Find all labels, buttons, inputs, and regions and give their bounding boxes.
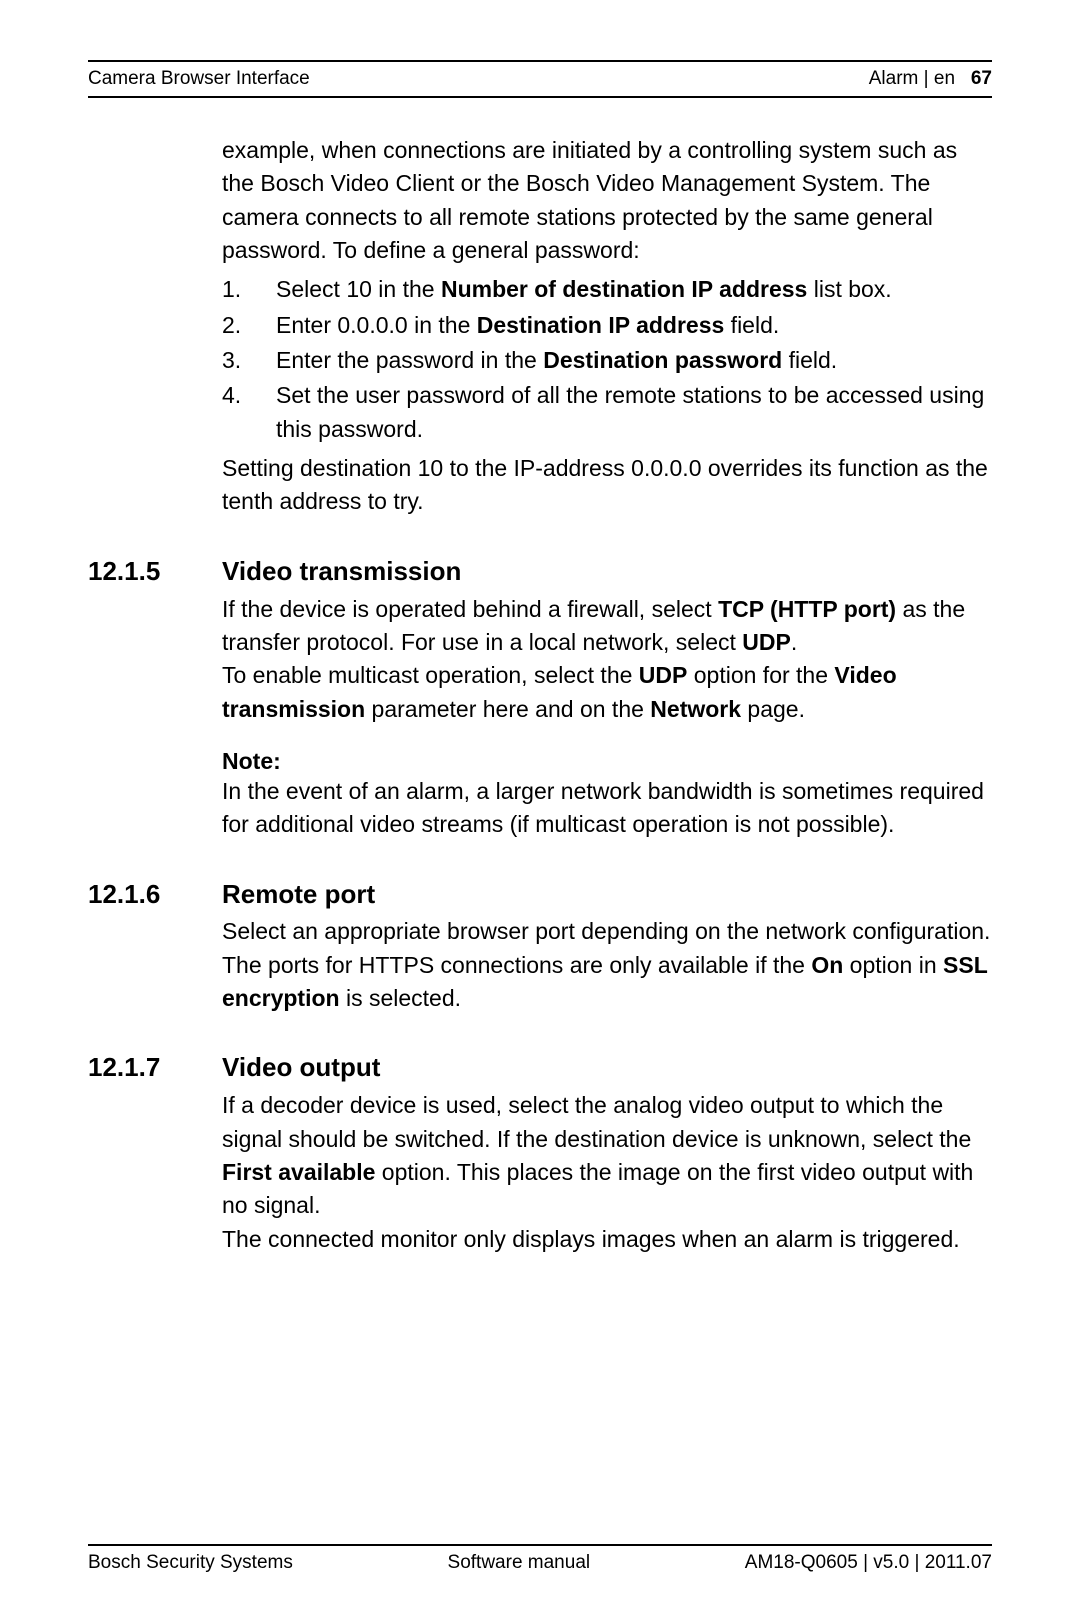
section-12-1-5: 12.1.5 Video transmission If the device … <box>88 555 992 842</box>
section-12-1-7: 12.1.7 Video output If a decoder device … <box>88 1051 992 1256</box>
section-title: Remote port <box>222 878 992 912</box>
section-paragraph: If a decoder device is used, select the … <box>222 1089 992 1222</box>
header-section: Alarm <box>869 68 919 89</box>
note-label: Note: <box>222 748 992 775</box>
page-footer: Bosch Security Systems Software manual A… <box>88 1544 992 1574</box>
list-num: 4. <box>222 379 276 446</box>
header-lang: en <box>934 68 955 89</box>
section-paragraph: Select an appropriate browser port depen… <box>222 915 992 1015</box>
list-text: Set the user password of all the remote … <box>276 379 992 446</box>
footer-center: Software manual <box>448 1552 591 1574</box>
list-num: 3. <box>222 344 276 377</box>
section-paragraph: The connected monitor only displays imag… <box>222 1223 992 1256</box>
header-left: Camera Browser Interface <box>88 68 310 90</box>
section-body: Video transmission If the device is oper… <box>222 555 992 842</box>
section-number: 12.1.6 <box>88 878 222 1016</box>
list-item: 3. Enter the password in the Destination… <box>222 344 992 377</box>
footer-row: Bosch Security Systems Software manual A… <box>88 1546 992 1574</box>
section-number: 12.1.5 <box>88 555 222 842</box>
intro-paragraph: example, when connections are initiated … <box>222 134 992 267</box>
page: Camera Browser Interface Alarm | en 67 e… <box>0 0 1080 1618</box>
page-header: Camera Browser Interface Alarm | en 67 <box>88 62 992 96</box>
section-12-1-6: 12.1.6 Remote port Select an appropriate… <box>88 878 992 1016</box>
intro-block: example, when connections are initiated … <box>222 134 992 519</box>
section-body: Remote port Select an appropriate browse… <box>222 878 992 1016</box>
intro-paragraph-2: Setting destination 10 to the IP-address… <box>222 452 992 519</box>
header-sep: | <box>918 68 934 89</box>
list-item: 4. Set the user password of all the remo… <box>222 379 992 446</box>
list-item: 2. Enter 0.0.0.0 in the Destination IP a… <box>222 309 992 342</box>
section-number: 12.1.7 <box>88 1051 222 1256</box>
footer-left: Bosch Security Systems <box>88 1552 293 1574</box>
section-title: Video transmission <box>222 555 992 589</box>
page-number: 67 <box>971 68 992 89</box>
list-num: 1. <box>222 273 276 306</box>
section-body: Video output If a decoder device is used… <box>222 1051 992 1256</box>
content: example, when connections are initiated … <box>88 98 992 1256</box>
note-body: In the event of an alarm, a larger netwo… <box>222 775 992 842</box>
intro-list: 1. Select 10 in the Number of destinatio… <box>222 273 992 446</box>
section-paragraph: To enable multicast operation, select th… <box>222 659 992 726</box>
section-title: Video output <box>222 1051 992 1085</box>
section-paragraph: If the device is operated behind a firew… <box>222 593 992 660</box>
list-item: 1. Select 10 in the Number of destinatio… <box>222 273 992 306</box>
footer-right: AM18-Q0605 | v5.0 | 2011.07 <box>745 1552 992 1574</box>
list-num: 2. <box>222 309 276 342</box>
list-text: Select 10 in the Number of destination I… <box>276 273 892 306</box>
header-right: Alarm | en 67 <box>869 68 992 90</box>
list-text: Enter the password in the Destination pa… <box>276 344 837 377</box>
list-text: Enter 0.0.0.0 in the Destination IP addr… <box>276 309 779 342</box>
